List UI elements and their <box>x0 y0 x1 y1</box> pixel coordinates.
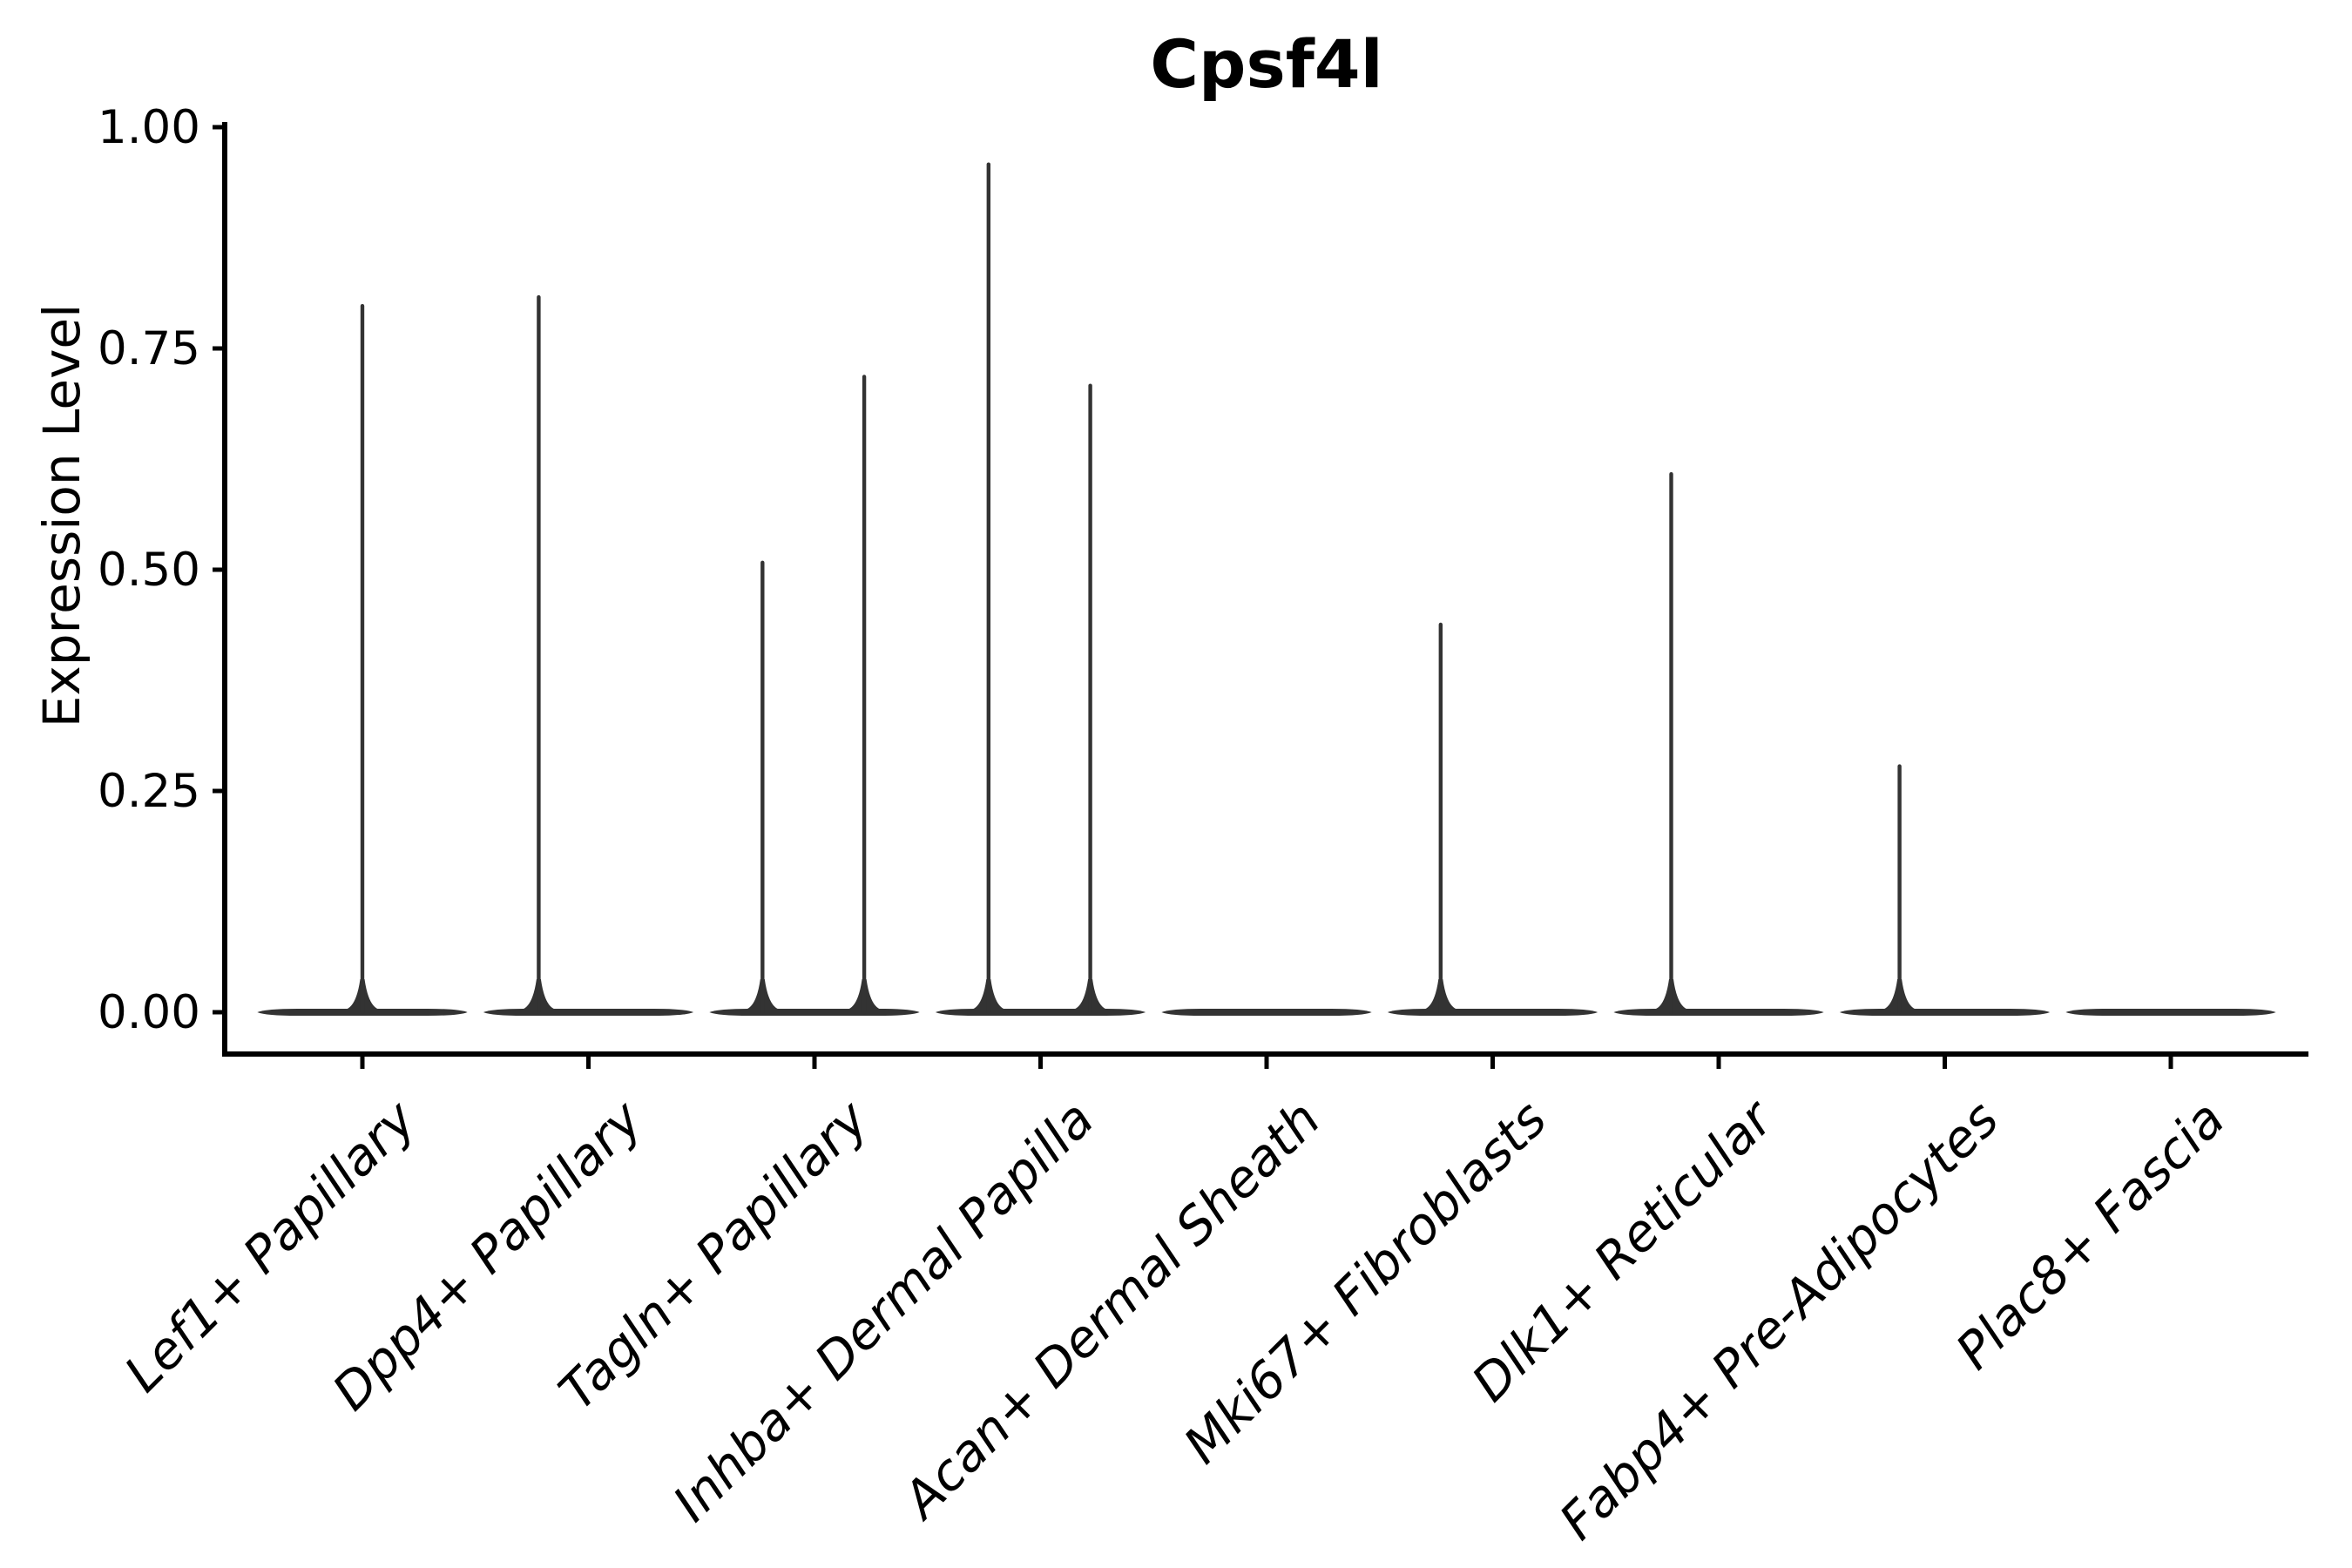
violin-zero-bar <box>1613 1009 1824 1016</box>
violin-zero-bar <box>935 1009 1146 1016</box>
violin-zero-bar <box>483 1009 694 1016</box>
violin-zero-bar <box>1387 1009 1598 1016</box>
y-tick-label: 0.75 <box>97 322 200 375</box>
chart-title: Cpsf4l <box>1150 25 1383 103</box>
y-tick-label: 0.00 <box>97 986 200 1039</box>
violin-zero-bar <box>1839 1009 2051 1016</box>
y-tick-label: 0.25 <box>97 765 200 818</box>
y-tick-label: 1.00 <box>97 101 200 154</box>
y-tick-label: 0.50 <box>97 544 200 597</box>
violin-zero-bar <box>1161 1009 1372 1016</box>
violin-zero-bar <box>709 1009 920 1016</box>
violin-zero-bar <box>2065 1009 2276 1016</box>
